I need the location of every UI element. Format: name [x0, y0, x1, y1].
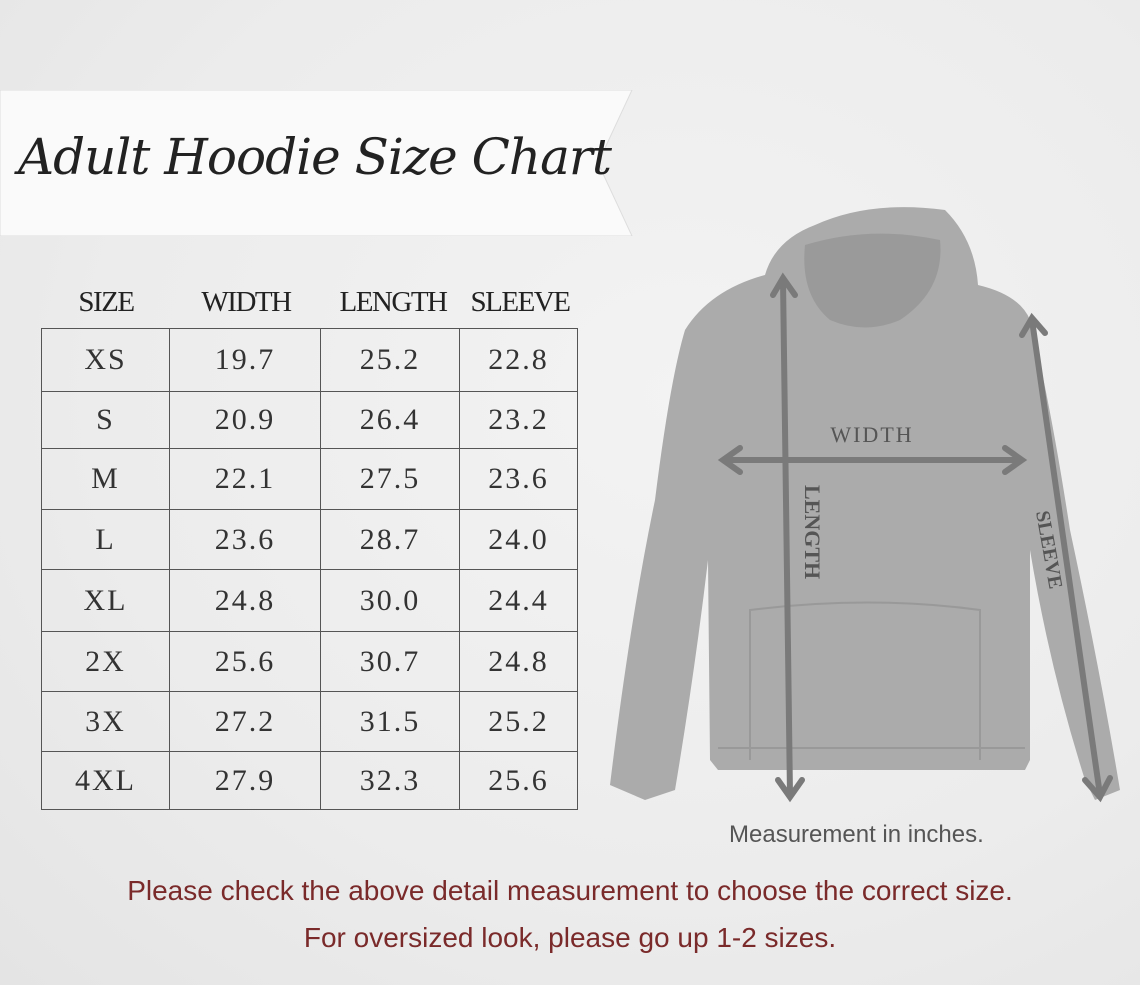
cell-width: 27.2 [169, 691, 321, 752]
cell-size: XS [41, 328, 170, 392]
header-sleeve: SLEEVE [470, 286, 571, 318]
footer-line-1: Please check the above detail measuremen… [127, 875, 1013, 906]
cell-width: 27.9 [169, 751, 321, 810]
table-row: 4XL 27.9 32.3 25.6 [41, 751, 578, 810]
hoodie-diagram: WIDTH LENGTH SLEEVE [610, 207, 1120, 803]
cell-width: 25.6 [169, 631, 321, 692]
cell-length: 31.5 [320, 691, 460, 752]
cell-size: 4XL [41, 751, 170, 810]
cell-size: 3X [41, 691, 170, 752]
table-row: 3X 27.2 31.5 25.2 [41, 691, 578, 752]
size-table: XS 19.7 25.2 22.8 S 20.9 26.4 23.2 M 22.1 27.5 23.6… [41, 328, 578, 810]
cell-width: 24.8 [169, 569, 321, 632]
page-title: Adult Hoodie Size Chart [18, 128, 612, 186]
hoodie-illustration [610, 207, 1120, 801]
title-banner [0, 90, 633, 236]
width-label: WIDTH [830, 422, 913, 447]
width-arrow [717, 445, 1028, 475]
table-row: L 23.6 28.7 24.0 [41, 509, 578, 570]
table-row: XL 24.8 30.0 24.4 [41, 569, 578, 632]
cell-sleeve: 24.0 [459, 509, 578, 570]
table-row: M 22.1 27.5 23.6 [41, 448, 578, 510]
cell-length: 32.3 [320, 751, 460, 810]
measurement-note: Measurement in inches. [729, 821, 984, 848]
cell-length: 25.2 [320, 328, 460, 392]
cell-size: 2X [41, 631, 170, 692]
table-row: S 20.9 26.4 23.2 [41, 391, 578, 449]
cell-sleeve: 25.2 [459, 691, 578, 752]
cell-sleeve: 24.4 [459, 569, 578, 632]
length-arrow [770, 272, 805, 803]
footer-line-2: For oversized look, please go up 1-2 siz… [303, 922, 837, 953]
length-label: LENGTH [800, 485, 825, 579]
cell-size: XL [41, 569, 170, 632]
header-width: WIDTH [201, 286, 292, 318]
cell-size: S [41, 391, 170, 449]
cell-length: 27.5 [320, 448, 460, 510]
cell-length: 28.7 [320, 509, 460, 570]
cell-width: 20.9 [169, 391, 321, 449]
table-row: XS 19.7 25.2 22.8 [41, 328, 578, 392]
cell-sleeve: 23.6 [459, 448, 578, 510]
cell-length: 30.7 [320, 631, 460, 692]
cell-length: 26.4 [320, 391, 460, 449]
cell-size: L [41, 509, 170, 570]
cell-width: 23.6 [169, 509, 321, 570]
cell-length: 30.0 [320, 569, 460, 632]
cell-width: 19.7 [169, 328, 321, 392]
cell-sleeve: 23.2 [459, 391, 578, 449]
cell-size: M [41, 448, 170, 510]
table-row: 2X 25.6 30.7 24.8 [41, 631, 578, 692]
cell-sleeve: 25.6 [459, 751, 578, 810]
sleeve-arrow [1019, 312, 1113, 803]
header-size: SIZE [78, 286, 135, 318]
cell-sleeve: 22.8 [459, 328, 578, 392]
cell-sleeve: 24.8 [459, 631, 578, 692]
header-length: LENGTH [339, 286, 448, 318]
cell-width: 22.1 [169, 448, 321, 510]
